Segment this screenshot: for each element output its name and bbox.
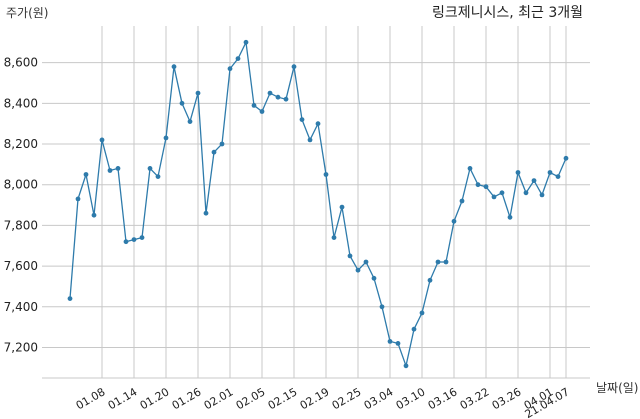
price-point	[475, 182, 481, 188]
y-tick-labels: 7,200 7,400 7,600 7,800 8,000 8,200 8,400 8,600	[4, 56, 38, 355]
price-point	[563, 155, 569, 161]
price-point	[283, 96, 289, 102]
price-point	[99, 137, 105, 143]
price-point	[347, 253, 353, 259]
price-point	[243, 39, 249, 45]
price-point	[187, 119, 193, 124]
x-tick-label: 01.08	[74, 385, 108, 412]
x-tick-label: 03.04	[362, 385, 396, 412]
y-tick-label: 7,200	[4, 340, 38, 354]
price-point	[275, 94, 281, 100]
price-point	[139, 235, 145, 241]
price-point	[67, 296, 73, 301]
price-point	[379, 304, 385, 310]
price-point	[203, 210, 209, 216]
price-point	[195, 90, 201, 96]
y-tick-label: 8,600	[4, 56, 38, 70]
price-point	[355, 267, 361, 273]
price-point	[531, 178, 537, 184]
x-axis-title: 날짜(일)	[596, 381, 638, 395]
price-point	[491, 194, 497, 200]
price-point	[299, 117, 305, 122]
price-point	[107, 168, 113, 173]
y-tick-label: 7,400	[4, 300, 38, 314]
price-point	[267, 90, 273, 96]
price-point	[331, 235, 337, 241]
y-tick-label: 8,200	[4, 137, 38, 151]
price-point	[115, 166, 121, 171]
price-point	[411, 326, 417, 332]
price-point	[539, 192, 545, 198]
price-point	[451, 218, 457, 224]
price-point	[171, 64, 177, 70]
y-tick-label: 7,600	[4, 259, 38, 273]
x-tick-label: 02.15	[266, 385, 300, 412]
x-tick-label: 01.26	[170, 385, 204, 412]
price-point	[339, 204, 345, 210]
price-point	[147, 166, 153, 171]
price-point	[315, 121, 321, 127]
price-point	[251, 103, 257, 108]
price-point	[419, 310, 425, 316]
x-tick-label: 03.22	[458, 385, 492, 412]
price-point	[219, 141, 225, 147]
price-point	[307, 137, 313, 143]
price-point	[83, 172, 89, 177]
x-tick-label: 03.26	[490, 385, 524, 412]
price-point	[507, 214, 513, 220]
price-point	[435, 259, 441, 265]
x-tick-labels: 01.0801.1401.2001.2602.0102.0502.1502.19…	[74, 385, 572, 419]
price-point	[235, 56, 241, 61]
price-point	[483, 184, 489, 190]
x-tick-label: 02.19	[298, 385, 332, 412]
price-point	[515, 170, 521, 175]
price-point	[523, 190, 529, 196]
price-point	[459, 198, 465, 204]
price-point	[131, 237, 137, 243]
price-point	[211, 149, 217, 155]
y-tick-label: 8,000	[4, 178, 38, 192]
price-point	[443, 259, 449, 265]
price-point	[91, 212, 97, 218]
price-points	[67, 39, 569, 369]
price-point	[555, 174, 561, 180]
price-point	[291, 64, 297, 70]
price-point	[499, 190, 505, 196]
price-point	[387, 339, 393, 344]
price-point	[395, 341, 401, 346]
y-tick-label: 8,400	[4, 96, 38, 110]
price-series-line	[69, 40, 567, 369]
x-tick-label: 02.01	[202, 385, 236, 412]
x-tick-label: 02.25	[330, 385, 364, 412]
price-point	[371, 275, 377, 281]
x-tick-label: 01.14	[106, 385, 140, 412]
y-axis-title: 주가(원)	[6, 6, 48, 20]
chart-title: 링크제니시스, 최근 3개월	[432, 5, 583, 21]
price-point	[227, 66, 233, 72]
price-point	[467, 166, 473, 171]
x-tick-label: 03.10	[394, 385, 428, 412]
price-point	[259, 109, 265, 114]
price-point	[155, 174, 161, 180]
price-point	[547, 170, 553, 175]
price-point	[75, 196, 81, 202]
price-point	[179, 100, 185, 106]
grid-lines	[42, 26, 590, 378]
x-tick-label: 01.20	[138, 385, 172, 412]
y-tick-label: 7,800	[4, 218, 38, 232]
price-point	[323, 172, 329, 177]
price-point	[403, 363, 409, 369]
x-tick-label: 02.05	[234, 385, 268, 412]
price-point	[123, 239, 129, 245]
price-point	[427, 277, 433, 283]
price-point	[163, 135, 169, 141]
x-tick-label: 03.16	[426, 385, 460, 412]
price-point	[363, 259, 369, 265]
